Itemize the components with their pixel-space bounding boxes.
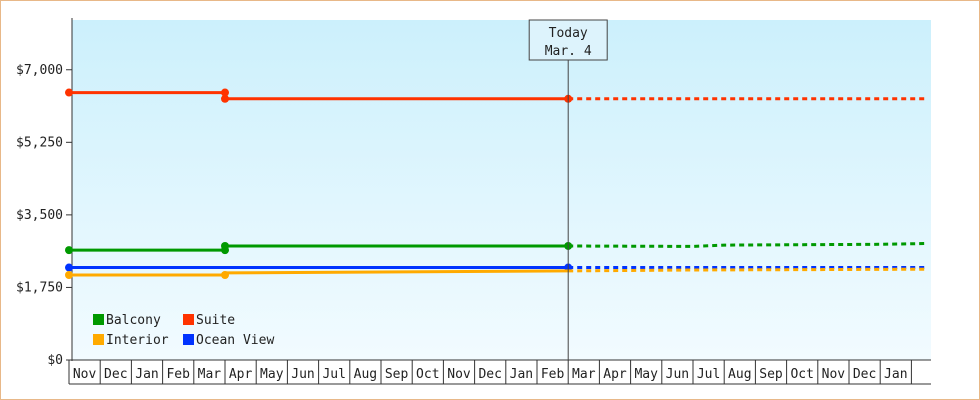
x-tick-label: Dec bbox=[853, 367, 876, 382]
today-label: Today bbox=[549, 26, 588, 41]
x-tick-label: Oct bbox=[790, 367, 813, 382]
x-tick-label: Apr bbox=[229, 367, 253, 382]
legend-swatch bbox=[93, 334, 104, 345]
x-tick-label: Jun bbox=[666, 367, 689, 382]
suite-price-point bbox=[221, 88, 229, 97]
legend-label: Interior bbox=[106, 333, 169, 348]
x-tick-label: Oct bbox=[416, 367, 439, 382]
x-tick-label: Nov bbox=[73, 367, 97, 382]
x-tick-label: Dec bbox=[478, 367, 501, 382]
x-tick-label: Nov bbox=[447, 367, 471, 382]
x-tick-label: Nov bbox=[822, 367, 846, 382]
x-tick-label: Mar bbox=[572, 367, 596, 382]
suite-price-point bbox=[65, 88, 73, 97]
x-tick-label: Sep bbox=[385, 367, 409, 382]
x-tick-label: May bbox=[634, 367, 658, 382]
x-tick-label: Mar bbox=[198, 367, 222, 382]
x-tick-label: Dec bbox=[104, 367, 127, 382]
x-tick-label: Aug bbox=[728, 367, 751, 382]
today-marker: Today Mar. 4 bbox=[528, 19, 608, 360]
x-tick-label: Feb bbox=[166, 367, 190, 382]
x-tick-label: Jan bbox=[884, 367, 907, 382]
y-tick-label: $3,500 bbox=[16, 208, 63, 223]
balcony-price-point bbox=[221, 241, 229, 250]
plot-area bbox=[72, 20, 931, 360]
legend-label: Balcony bbox=[106, 313, 161, 328]
y-axis: $0 $1,750 $3,500 $5,250 $7,000 bbox=[16, 18, 73, 368]
legend-swatch bbox=[183, 334, 194, 345]
y-tick-label: $5,250 bbox=[16, 135, 63, 150]
x-tick-label: Apr bbox=[603, 367, 627, 382]
interior-forecast-line bbox=[568, 267, 928, 273]
x-tick-label: Jul bbox=[697, 367, 720, 382]
balcony-price-point bbox=[65, 246, 73, 255]
x-tick-label: Jan bbox=[135, 367, 158, 382]
x-tick-label: Sep bbox=[759, 367, 783, 382]
legend-label: Suite bbox=[196, 313, 235, 328]
y-tick-label: $1,750 bbox=[16, 280, 63, 295]
interior-price-point bbox=[221, 271, 229, 279]
legend-swatch bbox=[183, 314, 194, 325]
x-tick-label: Jun bbox=[291, 367, 314, 382]
interior-price-point bbox=[65, 271, 73, 279]
x-tick-label: Jul bbox=[322, 367, 345, 382]
x-tick-label: Aug bbox=[354, 367, 377, 382]
suite-price-point bbox=[221, 94, 229, 103]
legend-swatch bbox=[93, 314, 104, 325]
legend-label: Ocean View bbox=[196, 333, 274, 348]
ocean-view-price-point bbox=[65, 263, 73, 272]
x-tick-label: Jan bbox=[510, 367, 533, 382]
x-tick-label: May bbox=[260, 367, 284, 382]
x-tick-label: Feb bbox=[541, 367, 565, 382]
x-axis: Nov Dec Jan Feb Mar Apr May Jun Jul Aug Sep Oct Nov D… bbox=[68, 359, 931, 385]
y-tick-label: $0 bbox=[47, 353, 63, 368]
y-tick-label: $7,000 bbox=[16, 63, 63, 78]
legend: Balcony Suite Interior Ocean View bbox=[93, 313, 274, 348]
today-label-box bbox=[528, 19, 608, 61]
today-date: Mar. 4 bbox=[545, 44, 592, 59]
balcony-forecast-line bbox=[568, 242, 928, 248]
